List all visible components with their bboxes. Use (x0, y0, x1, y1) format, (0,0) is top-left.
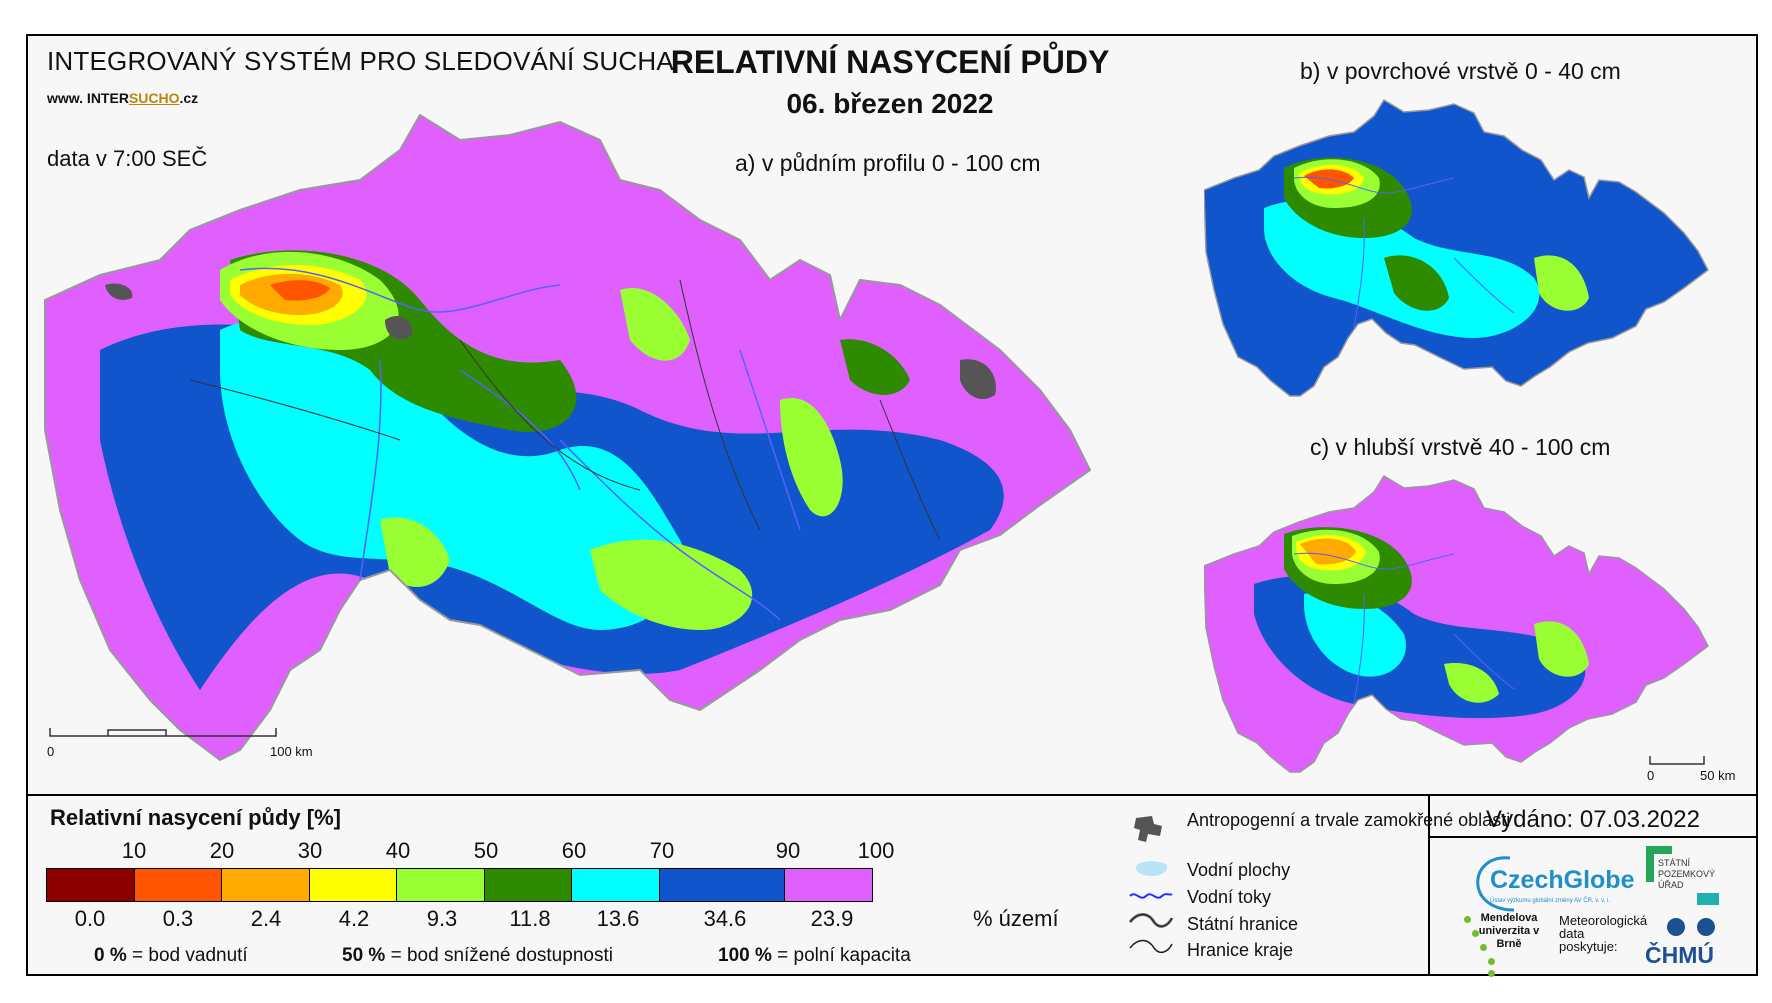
legend-area-value: 23.9 (810, 906, 854, 931)
spu-name: STÁTNÍ POZEMKOVÝ ÚŘAD (1658, 858, 1716, 890)
spu-square (1697, 893, 1719, 905)
issued-date: Vydáno: 07.03.2022 (1486, 806, 1700, 833)
legend-area-value: 9.3 (426, 906, 458, 931)
scale-a-end: 100 km (270, 744, 313, 759)
water-bodies-label: Vodní plochy (1187, 860, 1291, 880)
data-time: data v 7:00 SEČ (47, 146, 208, 171)
note-field-capacity: 100 % = polní kapacita (718, 945, 911, 967)
map-c-label: c) v hlubší vrstvě 40 - 100 cm (1310, 434, 1611, 460)
legend-threshold: 20 (209, 838, 235, 863)
legend-color-bar (46, 868, 873, 902)
legend-threshold: 100 (857, 838, 895, 863)
legend-area-value: 0.3 (162, 906, 194, 931)
state-border-label: Státní hranice (1187, 914, 1299, 934)
note-0-text: = bod vadnutí (132, 945, 248, 966)
mendel-dot (1488, 958, 1495, 965)
region-border-label: Hranice kraje (1187, 940, 1294, 960)
spu-logo: STÁTNÍ POZEMKOVÝ ÚŘAD (1643, 843, 1753, 905)
legend-area-value: 34.6 (703, 906, 747, 931)
streams-label: Vodní toky (1187, 887, 1272, 907)
legend-area-value: 11.8 (509, 906, 551, 931)
legend-threshold: 30 (297, 838, 323, 863)
system-title: INTEGROVANÝ SYSTÉM PRO SLEDOVÁNÍ SUCHA (47, 46, 674, 76)
legend-area-value: 4.2 (338, 906, 370, 931)
scale-bar-c (1649, 756, 1705, 765)
note-wilting-point: 0 % = bod vadnutí (94, 945, 248, 967)
mendel-dot (1488, 970, 1495, 977)
legend-swatch (47, 869, 135, 901)
url-suffix: .cz (179, 90, 199, 106)
legend-area-unit: % území (973, 906, 1059, 931)
legend-area-value: 2.4 (250, 906, 282, 931)
legend-swatch (222, 869, 310, 901)
czechglobe-logo: CzechGlobe Ústav výzkumu globální změny … (1470, 852, 1634, 916)
stream-icon (1129, 893, 1173, 899)
spu-mark (1646, 846, 1672, 854)
note-100-value: 100 % (718, 945, 772, 966)
note-50-text: = bod snížené dostupnosti (390, 945, 613, 966)
spu-mark (1646, 846, 1654, 882)
legend-swatch (659, 869, 785, 901)
chmu-mark (1697, 918, 1715, 936)
chmu-name: ČHMÚ (1645, 942, 1714, 968)
scale-bar-a (49, 728, 277, 737)
divider (1430, 836, 1756, 838)
map-a-label: a) v půdním profilu 0 - 100 cm (735, 150, 1041, 176)
note-100-text: = polní kapacita (777, 945, 911, 966)
scale-a-start: 0 (47, 744, 55, 759)
note-0-value: 0 % (94, 945, 127, 966)
region-border-icon (1129, 939, 1173, 954)
legend-swatch (785, 869, 872, 901)
map-a-soil-profile (44, 113, 1092, 762)
legend-title: Relativní nasycení půdy [%] (50, 805, 341, 830)
mendel-dot (1464, 916, 1471, 923)
mendel-name: Mendelova univerzita v Brně (1478, 912, 1540, 950)
chmu-mark (1667, 918, 1685, 936)
map-b-surface-layer (1204, 98, 1709, 397)
legend-threshold: 50 (473, 838, 499, 863)
legend-swatch (397, 869, 485, 901)
anthropogenic-label: Antropogenní a trvale zamokřené oblasti (1187, 810, 1511, 830)
czechglobe-subtitle: Ústav výzkumu globální změny AV ČR, v. v… (1490, 898, 1611, 904)
note-reduced-availability: 50 % = bod snížené dostupnosti (342, 945, 613, 967)
url-highlight: SUCHO (128, 90, 180, 106)
legend-swatch (309, 869, 397, 901)
legend-swatch (134, 869, 222, 901)
mendel-logo: Mendelova univerzita v Brně (1462, 912, 1562, 977)
water-body-icon (1135, 861, 1168, 876)
scale-c-end: 50 km (1700, 768, 1736, 783)
state-border-icon (1128, 913, 1174, 928)
legend-swatch (572, 869, 660, 901)
legend-area-value: 0.0 (74, 906, 106, 931)
map-title: RELATIVNÍ NASYCENÍ PŮDY (670, 44, 1110, 80)
legend-threshold: 90 (775, 838, 801, 863)
mendel-dot (1472, 930, 1479, 937)
divider (1428, 796, 1430, 974)
url-prefix: www. INTER (47, 90, 129, 106)
mendel-dot (1480, 944, 1487, 951)
anthropogenic-area-icon (1134, 816, 1162, 842)
map-c-deep-layer (1204, 474, 1709, 773)
legend-threshold: 70 (649, 838, 675, 863)
legend-swatch (484, 869, 572, 901)
map-date: 06. březen 2022 (786, 88, 994, 119)
chmu-prefix: Meteorologická data poskytuje: (1559, 913, 1648, 954)
website-link[interactable]: www. INTERSUCHO.cz (47, 90, 198, 106)
legend-area-value: 13.6 (596, 906, 640, 931)
chmu-logo: Meteorologická data poskytuje: ČHMÚ (1559, 912, 1749, 972)
scale-c-start: 0 (1647, 768, 1655, 783)
legend-threshold: 10 (121, 838, 147, 863)
legend-threshold: 60 (561, 838, 587, 863)
note-50-value: 50 % (342, 945, 386, 966)
map-b-label: b) v povrchové vrstvě 0 - 40 cm (1300, 58, 1621, 84)
legend-threshold: 40 (385, 838, 411, 863)
czechglobe-name: CzechGlobe (1490, 866, 1635, 894)
divider (26, 794, 1756, 796)
